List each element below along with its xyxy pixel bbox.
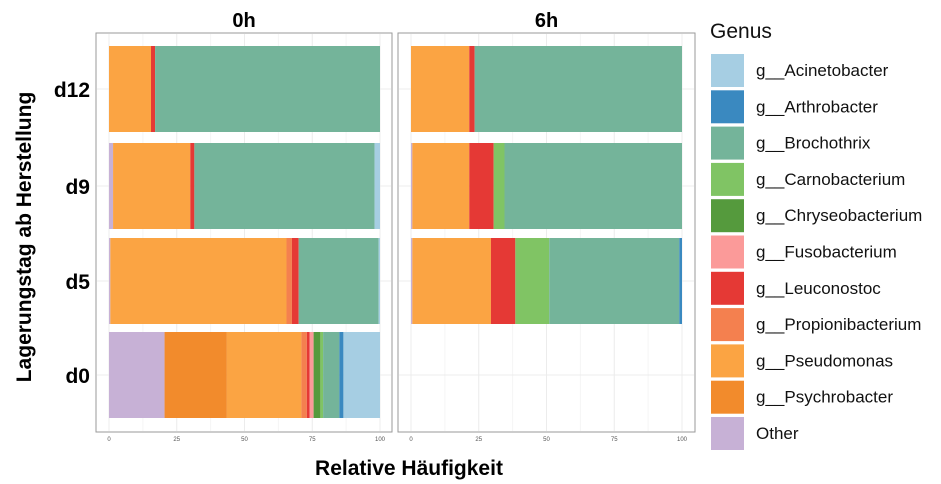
legend-item: g__Chryseobacterium xyxy=(711,199,922,233)
bar-segment-6h-d12-g__Leuconostoc xyxy=(469,46,475,132)
legend-swatch xyxy=(711,417,744,450)
bar-segment-6h-d5-g__Pseudomonas xyxy=(412,238,491,324)
bar-segment-0h-d0-g__Leuconostoc xyxy=(306,332,310,418)
x-tick-label: 0 xyxy=(107,437,111,443)
bar-segment-0h-d0-g__Psychrobacter xyxy=(164,332,227,418)
bar-segment-0h-d0-g__Propionibacterium xyxy=(301,332,307,418)
x-tick-label: 100 xyxy=(677,437,688,443)
legend-label: g__Propionibacterium xyxy=(756,315,921,334)
legend-item: g__Brochothrix xyxy=(711,126,871,160)
legend-swatch xyxy=(711,162,744,196)
facet-title-0h: 0h xyxy=(232,10,255,32)
legend-swatch xyxy=(711,126,744,160)
bar-segment-0h-d12-g__Leuconostoc xyxy=(151,46,156,132)
bar-segment-0h-d9-g__Leuconostoc xyxy=(190,143,195,229)
bar-segment-0h-d0-Other xyxy=(109,332,165,418)
facet-panel-6h: 0 25 50 75 100 xyxy=(397,32,696,443)
bar-segment-6h-d9-g__Leuconostoc xyxy=(469,143,494,229)
bar-segment-0h-d0-g__Brochothrix xyxy=(323,332,340,418)
bar-segment-0h-d0-g__Pseudomonas xyxy=(226,332,302,418)
legend-title: Genus xyxy=(710,20,772,43)
legend-label: g__Pseudomonas xyxy=(756,351,893,370)
facet-panel-0h: 0 25 50 75 100 xyxy=(95,32,393,443)
legend-swatch xyxy=(711,90,744,124)
bar-segment-0h-d0-g__Fusobacterium xyxy=(309,332,314,418)
legend-label: g__Acinetobacter xyxy=(756,61,889,80)
bar-segment-0h-d5-g__Propionibacterium xyxy=(286,238,292,324)
bar-segment-0h-d5-g__Pseudomonas xyxy=(110,238,287,324)
legend-items: g__Acinetobacter g__Arthrobacter g__Brocho… xyxy=(711,54,922,450)
bar-segment-6h-d5-g__Carnobacterium xyxy=(515,238,550,324)
bar-segment-6h-d9-g__Pseudomonas xyxy=(412,143,470,229)
x-tick-label: 50 xyxy=(241,437,248,443)
legend-swatch xyxy=(711,54,744,87)
x-axis-label: Relative Häufigkeit xyxy=(315,457,503,480)
bar-segment-6h-d5-Other xyxy=(411,238,413,324)
legend-item: g__Propionibacterium xyxy=(711,308,921,342)
legend: Genus g__Acinetobacterg__Arthrobacterg__… xyxy=(710,20,922,450)
x-tick-label: 75 xyxy=(309,437,316,443)
legend-item: g__Acinetobacter xyxy=(711,54,889,87)
bar-segment-0h-d0-g__Arthrobacter xyxy=(339,332,344,418)
y-axis-label: Lagerungstag ab Herstellung xyxy=(13,92,36,383)
x-tick-label: 0 xyxy=(409,437,413,443)
legend-label: g__Brochothrix xyxy=(756,134,871,153)
bar-segment-0h-d9-g__Acinetobacter xyxy=(374,143,380,229)
x-tick-label: 25 xyxy=(173,437,180,443)
legend-swatch xyxy=(711,308,744,342)
legend-item: g__Psychrobacter xyxy=(711,380,893,414)
bar-segment-6h-d5-g__Leuconostoc xyxy=(490,238,516,324)
y-category-label-d0: d0 xyxy=(65,365,90,388)
bar-segment-6h-d5-g__Arthrobacter xyxy=(679,238,682,324)
legend-swatch xyxy=(711,344,744,378)
bar-segment-6h-d12-g__Brochothrix xyxy=(474,46,682,132)
legend-label: Other xyxy=(756,424,799,443)
bar-segment-0h-d5-Other xyxy=(109,238,111,324)
bar-segment-0h-d9-g__Pseudomonas xyxy=(113,143,191,229)
bar-segment-6h-d9-Other xyxy=(411,143,413,229)
legend-label: g__Arthrobacter xyxy=(756,97,878,116)
bar-segment-0h-d9-Other xyxy=(109,143,114,229)
y-category-label-d12: d12 xyxy=(54,79,90,102)
bar-segment-0h-d0-g__Chryseobacterium xyxy=(313,332,321,418)
bar-segment-6h-d12-g__Pseudomonas xyxy=(411,46,470,132)
x-tick-label: 100 xyxy=(375,437,386,443)
legend-swatch xyxy=(711,199,744,233)
facet-strips: 0h 6h xyxy=(232,10,558,32)
facet-panels: 0 25 50 75 100 0 25 50 75 100 xyxy=(95,32,696,443)
legend-label: g__Carnobacterium xyxy=(756,170,905,189)
bar-segment-6h-d9-g__Brochothrix xyxy=(504,143,682,229)
legend-item: Other xyxy=(711,417,799,450)
bar-segment-0h-d5-g__Brochothrix xyxy=(298,238,379,324)
legend-label: g__Leuconostoc xyxy=(756,279,881,298)
bar-segment-0h-d0-g__Carnobacterium xyxy=(320,332,324,418)
bar-segment-0h-d9-g__Brochothrix xyxy=(194,143,375,229)
legend-label: g__Fusobacterium xyxy=(756,243,897,262)
y-category-label-d5: d5 xyxy=(65,271,90,294)
bar-segment-0h-d12-g__Brochothrix xyxy=(155,46,380,132)
legend-item: g__Pseudomonas xyxy=(711,344,893,378)
bar-segment-0h-d5-g__Acinetobacter xyxy=(378,238,380,324)
legend-swatch xyxy=(711,271,744,305)
legend-item: g__Leuconostoc xyxy=(711,271,881,305)
legend-swatch xyxy=(711,380,744,414)
x-tick-label: 25 xyxy=(475,437,482,443)
bar-segment-6h-d5-g__Brochothrix xyxy=(549,238,680,324)
legend-label: g__Chryseobacterium xyxy=(756,206,922,225)
legend-label: g__Psychrobacter xyxy=(756,388,893,407)
legend-item: g__Fusobacterium xyxy=(711,235,897,269)
y-category-labels: d12 d9 d5 d0 xyxy=(54,79,90,388)
bar-segment-0h-d0-g__Acinetobacter xyxy=(343,332,380,418)
bar-segment-6h-d9-g__Carnobacterium xyxy=(493,143,505,229)
bar-segment-0h-d12-g__Pseudomonas xyxy=(109,46,152,132)
bar-segment-0h-d5-g__Leuconostoc xyxy=(291,238,299,324)
legend-item: g__Carnobacterium xyxy=(711,162,905,196)
y-category-label-d9: d9 xyxy=(65,176,90,199)
legend-item: g__Arthrobacter xyxy=(711,90,878,124)
x-tick-label: 50 xyxy=(543,437,550,443)
x-tick-label: 75 xyxy=(611,437,618,443)
legend-swatch xyxy=(711,235,744,269)
facet-title-6h: 6h xyxy=(535,10,558,32)
